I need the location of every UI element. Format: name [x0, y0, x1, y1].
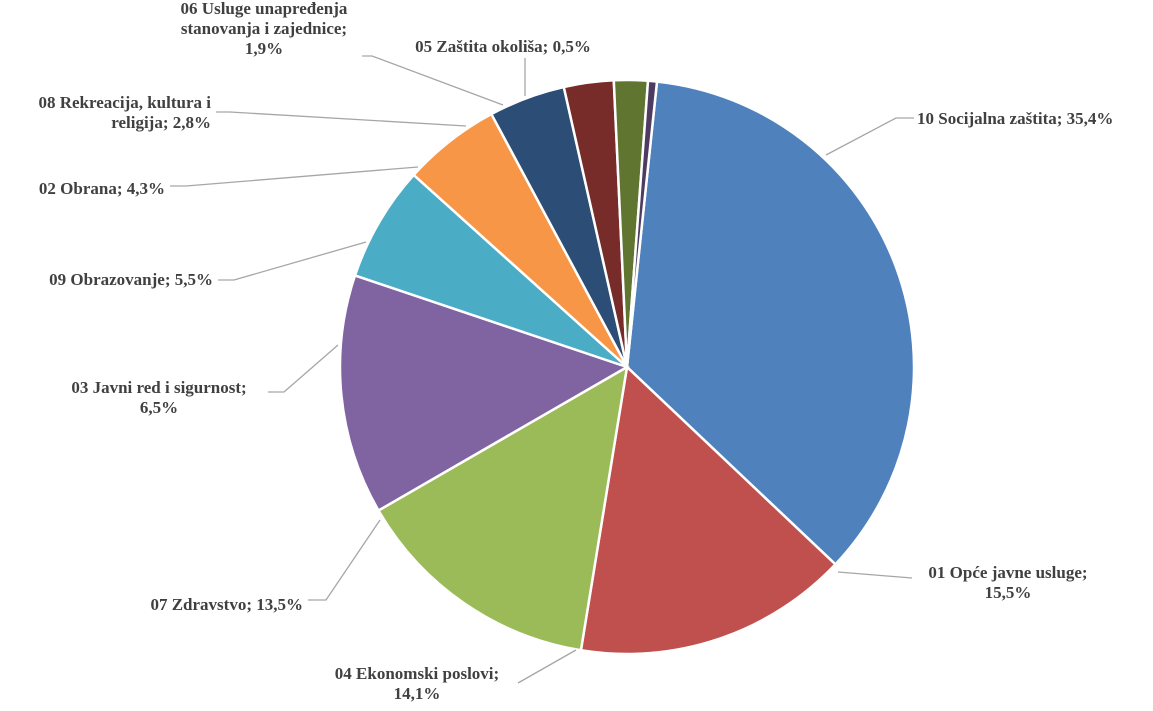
data-label-line: 03 Javni red i sigurnost;: [71, 378, 246, 397]
data-label-line: 05 Zaštita okoliša; 0,5%: [415, 37, 591, 56]
data-label-line: 6,5%: [140, 398, 178, 417]
pie-slice: [353, 173, 628, 369]
data-label-line: 15,5%: [985, 583, 1032, 602]
data-label: 10 Socijalna zaštita; 35,4%: [917, 109, 1113, 128]
leader-line: [517, 649, 577, 684]
data-label: 05 Zaštita okoliša; 0,5%: [415, 37, 591, 56]
data-label: 07 Zdravstvo; 13,5%: [150, 595, 303, 614]
leader-line: [216, 111, 467, 127]
leader-line: [825, 117, 914, 156]
data-label: 06 Usluge unapređenja stanovanja i zajedn…: [181, 0, 348, 58]
leader-lines: [170, 55, 914, 684]
data-label-line: 01 Opće javne usluge;: [928, 563, 1087, 582]
leader-line: [837, 571, 913, 579]
pie-slices: [338, 78, 916, 656]
data-label: 08 Rekreacija, kultura i religija; 2,8%: [38, 93, 211, 132]
data-label: 02 Obrana; 4,3%: [39, 179, 165, 198]
leader-line: [170, 166, 419, 187]
data-label: 04 Ekonomski poslovi; 14,1%: [335, 664, 499, 703]
leader-line: [308, 519, 381, 601]
data-label: 01 Opće javne usluge; 15,5%: [928, 563, 1087, 602]
pie-slice: [338, 273, 631, 513]
data-label-line: religija; 2,8%: [111, 113, 211, 132]
data-label: 03 Javni red i sigurnost; 6,5%: [71, 378, 246, 417]
leader-line: [362, 55, 504, 106]
data-label: 09 Obrazovanje; 5,5%: [49, 270, 213, 289]
data-label-line: 04 Ekonomski poslovi;: [335, 664, 499, 683]
data-label-line: 06 Usluge unapređenja: [181, 0, 348, 18]
data-label-line: 1,9%: [245, 39, 283, 58]
leader-line: [218, 241, 367, 281]
data-label-line: 14,1%: [394, 684, 441, 703]
data-labels: 10 Socijalna zaštita; 35,4% 01 Opće javne…: [38, 0, 1113, 703]
pie-slice: [625, 79, 659, 368]
leader-line: [268, 344, 339, 393]
data-label-line: 10 Socijalna zaštita; 35,4%: [917, 109, 1113, 128]
pie-slice: [376, 364, 629, 652]
pie-slice: [579, 364, 838, 656]
data-label-line: 07 Zdravstvo; 13,5%: [150, 595, 303, 614]
data-label-line: 02 Obrana; 4,3%: [39, 179, 165, 198]
pie-slice: [625, 80, 916, 567]
data-label-line: stanovanja i zajednice;: [181, 19, 347, 38]
data-label-line: 08 Rekreacija, kultura i: [38, 93, 211, 112]
data-label-line: 09 Obrazovanje; 5,5%: [49, 270, 213, 289]
